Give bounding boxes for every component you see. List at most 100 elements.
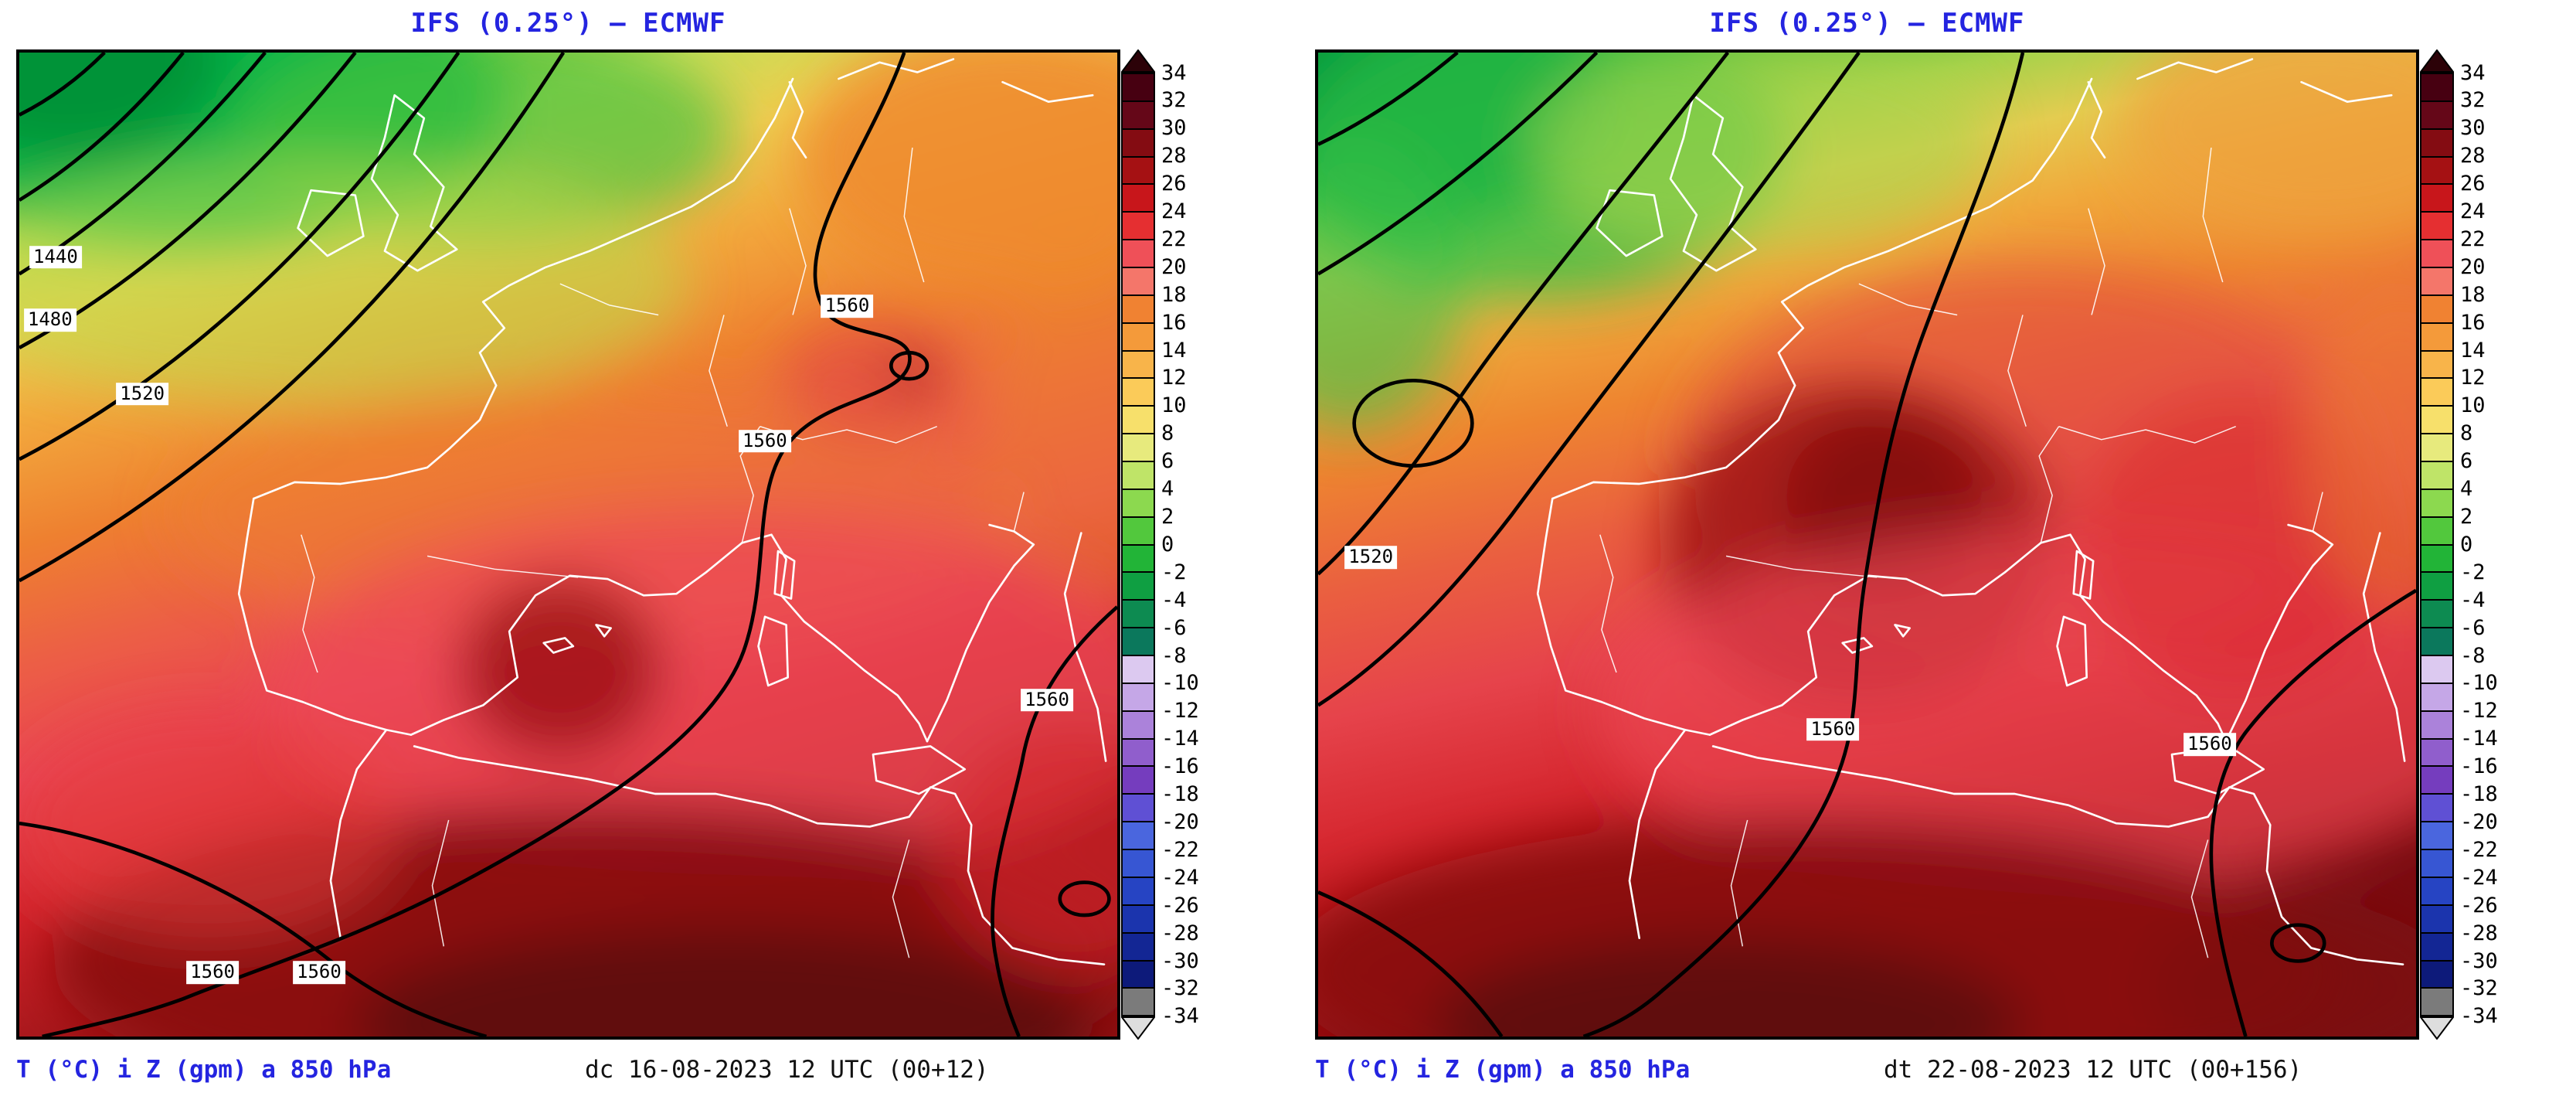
colorbar-tick-labels: 34 32 30 28 26 24 22 20 18 16 14 12 10 8 6 4 2 0 -2 -4 -6 -8-…	[1161, 60, 1199, 1029]
map-canvas-left: 1440 1480 1520 1560 1560 1560 1560 1560	[16, 49, 1120, 1040]
contour-label-1520: 1520	[1344, 546, 1398, 569]
contour-label-1440: 1440	[29, 245, 82, 269]
coastline-path	[2362, 532, 2406, 762]
coastline-path	[2300, 80, 2393, 103]
border-path	[709, 315, 728, 427]
contour-line	[2209, 588, 2416, 1037]
colorbar-cell	[1123, 294, 1154, 322]
colorbar-cell	[2421, 821, 2452, 849]
coastline-path	[410, 542, 743, 736]
colorbar-arrow-up-icon	[1121, 49, 1155, 73]
forecast-panel-right: IFS (0.25°) — ECMWF	[1299, 0, 2535, 1103]
variable-caption: T (°C) i Z (gpm) a 850 hPa	[1315, 1056, 1691, 1084]
colorbar-cell	[2421, 128, 2452, 156]
geopotential-contours-group	[1318, 53, 2416, 1037]
forecast-panel-left: IFS (0.25°) — ECMWF	[0, 0, 1236, 1103]
colorbar-cell	[1123, 74, 1154, 100]
temperature-map-svg	[19, 53, 1117, 1037]
country-borders-group	[1599, 147, 2323, 958]
coastline-path	[2136, 58, 2254, 80]
coastline-path	[1551, 77, 2093, 500]
contour-line	[19, 821, 488, 1037]
contour-closed-low	[2270, 923, 2326, 963]
colorbar-tick-labels: 34 32 30 28 26 24 22 20 18 16 14 12 10 8 6 4 2 0 -2 -4 -6 -8-…	[2460, 60, 2498, 1029]
contour-line	[1318, 53, 1459, 146]
colorbar-cell	[1123, 322, 1154, 350]
colorbar-cell	[2421, 793, 2452, 822]
coastline-path	[329, 728, 388, 940]
temperature-colorbar: 34 32 30 28 26 24 22 20 18 16 14 12 10 8 6 4 2 0 -2 -4 -6 -8-…	[1121, 49, 1229, 1040]
coastline-path	[1841, 637, 1874, 654]
contour-line	[19, 53, 185, 202]
colorbar-cell	[2421, 571, 2452, 600]
coastline-path	[413, 745, 1106, 965]
contour-label-1560: 1560	[2183, 733, 2236, 756]
coastline-path	[2056, 615, 2088, 687]
colorbar-cell	[1123, 959, 1154, 988]
colorbar-cell	[2421, 655, 2452, 683]
colorbar-cell	[2421, 100, 2452, 128]
coastline-path	[237, 497, 413, 736]
colorbar-cell	[2421, 239, 2452, 267]
colorbar-arrow-down-icon	[2420, 1016, 2454, 1040]
colorbar-cell	[2421, 322, 2452, 350]
coastline-path	[2087, 80, 2106, 159]
border-path	[1013, 492, 1025, 532]
coastline-path	[1711, 745, 2404, 965]
contour-label-1560: 1560	[293, 961, 345, 985]
colorbar-cell	[2421, 488, 2452, 516]
contour-line	[1318, 890, 1504, 1037]
colorbar-cell	[1123, 876, 1154, 904]
coastline-path	[1001, 80, 1094, 103]
border-path	[1730, 819, 1748, 947]
coastline-path	[1628, 728, 1687, 940]
colorbar-cell	[1123, 599, 1154, 628]
colorbar-cell	[2421, 543, 2452, 572]
colorbar-cell	[1123, 710, 1154, 738]
colorbar-cell	[1123, 100, 1154, 128]
border-path	[903, 147, 925, 283]
border-path	[892, 839, 910, 958]
border-path	[427, 555, 579, 578]
colorbar-scale	[1121, 73, 1155, 1016]
map-canvas-right: 1520 1560 1560	[1315, 49, 2419, 1040]
coastline-path	[1536, 497, 1711, 736]
contour-label-1560: 1560	[186, 961, 239, 985]
colorbar-cell	[1123, 183, 1154, 212]
colorbar-cell	[1123, 543, 1154, 572]
border-path	[559, 283, 659, 316]
coastline-path	[872, 745, 967, 795]
variable-caption: T (°C) i Z (gpm) a 850 hPa	[16, 1056, 392, 1084]
colorbar-cell	[1123, 461, 1154, 489]
colorbar-cell	[1123, 488, 1154, 516]
colorbar-cell	[1123, 987, 1154, 1016]
coastline-path	[788, 80, 807, 159]
colorbar-cell	[1123, 405, 1154, 434]
temperature-shading-blobs	[1318, 53, 2416, 1037]
colorbar-cell	[2421, 74, 2452, 100]
coastline-path	[2039, 533, 2228, 743]
coastline-path	[740, 533, 929, 743]
colorbar-cell	[1123, 516, 1154, 544]
contour-closed-low	[889, 350, 929, 381]
coastline-path	[595, 624, 612, 638]
model-title: IFS (0.25°) — ECMWF	[1709, 8, 2025, 39]
border-path	[301, 534, 318, 673]
border-path	[2038, 426, 2060, 543]
colorbar-scale	[2420, 73, 2454, 1016]
colorbar-cell	[1123, 211, 1154, 240]
colorbar-cell	[1123, 765, 1154, 794]
colorbar-cell	[2421, 294, 2452, 322]
coastline-path	[370, 94, 458, 272]
colorbar-cell	[2421, 461, 2452, 489]
colorbar-cell	[1123, 849, 1154, 877]
colorbar-cell	[2421, 849, 2452, 877]
colorbar-cell	[1123, 655, 1154, 683]
border-path	[1858, 283, 1958, 316]
contour-label-1560: 1560	[1806, 718, 1860, 741]
border-path	[789, 208, 807, 315]
colorbar-cell	[2421, 737, 2452, 766]
colorbar-cell	[1123, 931, 1154, 960]
contour-label-1520: 1520	[116, 382, 169, 406]
border-path	[1599, 534, 1617, 673]
